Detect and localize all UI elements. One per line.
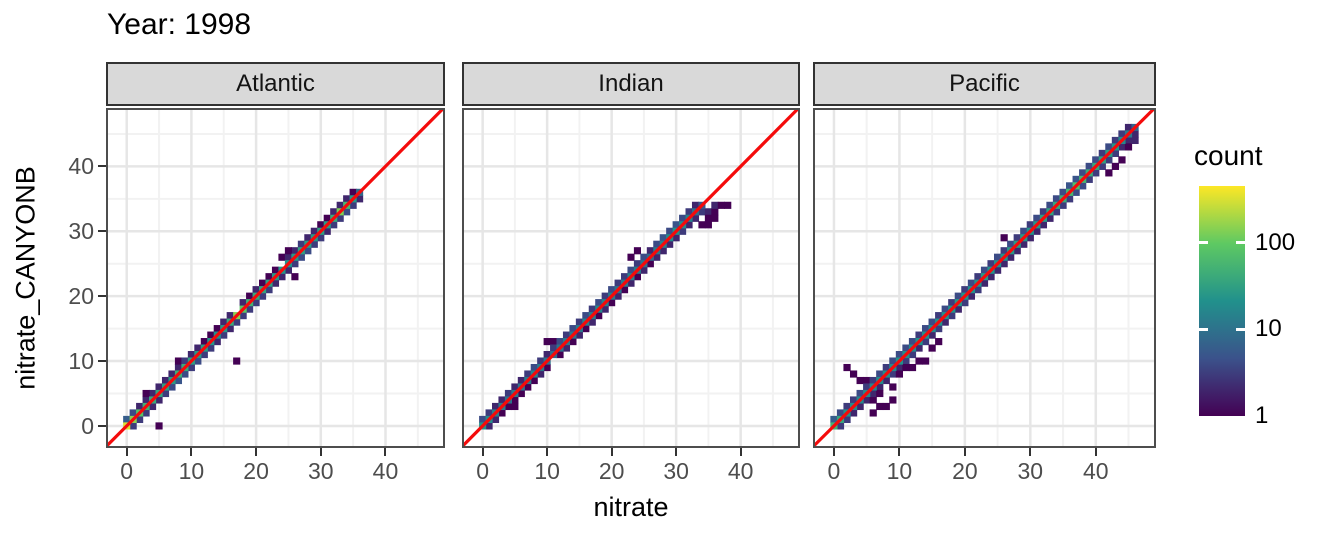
x-tick-mark <box>1094 448 1097 456</box>
panel-border <box>813 108 1156 448</box>
identity-line <box>810 106 1156 450</box>
x-tick-label: 10 <box>886 458 913 484</box>
y-tick-label: 20 <box>68 283 94 310</box>
x-tick-mark <box>610 448 613 456</box>
grid-major <box>106 108 445 448</box>
x-tick-mark <box>898 448 901 456</box>
y-axis-title: nitrate_CANYONB <box>10 166 41 390</box>
panel-indian <box>459 106 800 450</box>
panel-atlantic <box>103 106 445 450</box>
x-tick-mark <box>481 448 484 456</box>
legend-tick-mark <box>1236 327 1245 331</box>
plot-title: Year: 1998 <box>107 8 252 41</box>
x-tick-mark <box>546 448 549 456</box>
x-tick-mark <box>319 448 322 456</box>
panel-border <box>462 108 800 448</box>
x-tick-label: 10 <box>178 458 205 484</box>
x-tick-label: 0 <box>120 458 134 484</box>
panel-canvas-atlantic <box>103 106 445 450</box>
identity-line <box>459 106 800 450</box>
x-tick-label: 40 <box>727 458 754 484</box>
facet-strip-pacific: Pacific <box>813 62 1156 106</box>
panel-border <box>106 108 445 448</box>
y-tick-mark <box>98 424 106 427</box>
x-tick-mark <box>739 448 742 456</box>
x-tick-mark <box>384 448 387 456</box>
x-tick-label: 30 <box>1017 458 1044 484</box>
x-tick-label: 0 <box>476 458 490 484</box>
x-tick-label: 30 <box>307 458 334 484</box>
grid-major <box>462 108 800 448</box>
x-tick-mark <box>255 448 258 456</box>
x-tick-mark <box>125 448 128 456</box>
x-tick-mark <box>675 448 678 456</box>
x-tick-label: 10 <box>534 458 560 484</box>
y-tick-label: 30 <box>68 218 94 245</box>
panel-canvas-pacific <box>810 106 1156 450</box>
identity-line <box>103 106 445 450</box>
x-tick-mark <box>963 448 966 456</box>
legend-tick-mark <box>1236 241 1245 245</box>
legend-tick-mark <box>1199 327 1208 331</box>
y-tick-mark <box>98 295 106 298</box>
x-tick-label: 20 <box>598 458 625 484</box>
y-tick-label: 10 <box>68 348 94 375</box>
panel-pacific <box>810 106 1156 450</box>
y-tick-mark <box>98 165 106 168</box>
bin-tiles <box>479 201 732 430</box>
facet-strip-atlantic: Atlantic <box>106 62 445 106</box>
x-tick-mark <box>832 448 835 456</box>
x-tick-label: 20 <box>243 458 269 484</box>
x-tick-mark <box>190 448 193 456</box>
x-tick-label: 40 <box>1082 458 1109 484</box>
x-tick-label: 40 <box>372 458 399 484</box>
y-tick-mark <box>98 360 106 363</box>
legend-tick-label: 10 <box>1255 315 1282 343</box>
x-tick-mark <box>1029 448 1032 456</box>
x-tick-label: 20 <box>952 458 978 484</box>
facet-strip-indian: Indian <box>462 62 800 106</box>
y-tick-label: 40 <box>68 153 94 180</box>
x-tick-label: 0 <box>827 458 841 484</box>
legend-title: count <box>1194 140 1263 171</box>
legend-tick-mark <box>1199 241 1208 245</box>
legend-tick-label: 100 <box>1255 228 1296 256</box>
x-axis-title: nitrate <box>593 492 669 522</box>
x-tick-label: 30 <box>663 458 689 484</box>
y-tick-mark <box>98 230 106 233</box>
panel-canvas-indian <box>459 106 800 450</box>
legend-tick-label: 1 <box>1255 402 1269 429</box>
legend-colorbar <box>1199 186 1245 416</box>
y-tick-label: 0 <box>81 412 94 439</box>
